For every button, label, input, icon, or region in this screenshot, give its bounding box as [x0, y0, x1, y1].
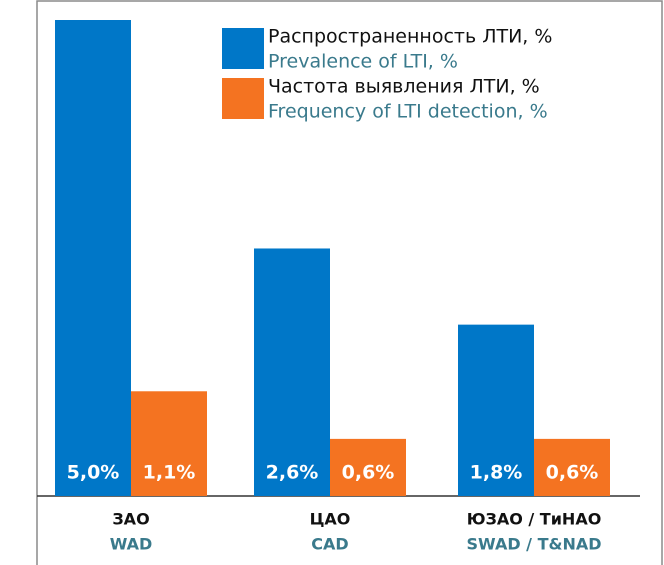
x-tick-label: ЦАО	[310, 510, 351, 529]
bar	[330, 438, 406, 496]
bar	[458, 324, 534, 496]
value-label: 1,8%	[470, 462, 523, 484]
bar	[254, 248, 330, 496]
legend-label: Частота выявления ЛТИ, %	[268, 76, 540, 98]
bar	[55, 20, 131, 496]
x-tick-label: ЗАО	[112, 510, 149, 529]
legend-swatch	[222, 78, 264, 119]
bar	[131, 391, 207, 496]
value-label: 2,6%	[266, 462, 319, 484]
x-tick-label: ЮЗАО / ТиНАО	[467, 510, 602, 529]
value-label: 0,6%	[342, 462, 395, 484]
frame	[36, 0, 663, 565]
x-tick-label-translation: SWAD / T&NAD	[466, 535, 601, 554]
legend-swatch	[222, 28, 264, 69]
value-label: 0,6%	[546, 462, 599, 484]
value-label: 5,0%	[67, 462, 120, 484]
x-tick-label-translation: CAD	[311, 535, 348, 554]
bar	[534, 438, 610, 496]
legend-label: Распространенность ЛТИ, %	[268, 26, 552, 48]
legend-label-translation: Frequency of LTI detection, %	[268, 101, 548, 123]
legend-label-translation: Prevalence of LTI, %	[268, 51, 458, 73]
x-tick-label-translation: WAD	[110, 535, 153, 554]
value-label: 1,1%	[143, 462, 196, 484]
